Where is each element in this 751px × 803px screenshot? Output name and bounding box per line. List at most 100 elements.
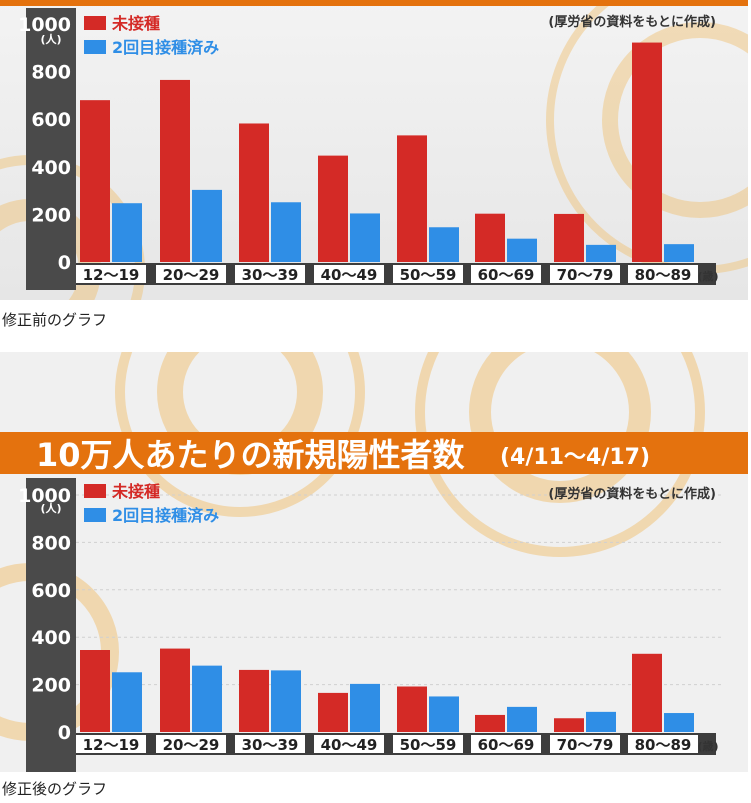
y-unit-label: (人) bbox=[40, 32, 61, 46]
chart-panel-before: 0 200 400 600 800 1000 (人) 未接種 2回目接種済み (厚労省の資料… bbox=[0, 0, 748, 300]
y-axis-band bbox=[26, 478, 76, 772]
x-tick-label: 50〜59 bbox=[400, 266, 457, 284]
x-tick-box bbox=[76, 735, 146, 753]
y-tick-label: 400 bbox=[31, 157, 71, 179]
legend-label: 2回目接種済み bbox=[112, 38, 219, 57]
caption-after: 修正後のグラフ bbox=[2, 780, 108, 798]
x-unit-label: (歳) bbox=[697, 739, 718, 753]
bar-unvaccinated bbox=[80, 649, 110, 732]
x-tick-label: 60〜69 bbox=[478, 736, 535, 754]
y-tick-label: 800 bbox=[31, 532, 71, 554]
banner-title: 10万人あたりの新規陽性者数 bbox=[36, 436, 466, 474]
source-note: (厚労省の資料をもとに作成) bbox=[548, 14, 716, 30]
bar-vaccinated bbox=[271, 202, 301, 262]
caption-before: 修正前のグラフ bbox=[2, 311, 108, 329]
x-tick-box bbox=[550, 735, 620, 753]
y-tick-label: 0 bbox=[58, 722, 71, 744]
x-tick-box bbox=[471, 265, 541, 283]
x-tick-box bbox=[156, 735, 226, 753]
x-tick-box bbox=[235, 735, 305, 753]
y-tick-label: 1000 bbox=[18, 14, 71, 36]
x-tick-label: 50〜59 bbox=[400, 736, 457, 754]
bar-vaccinated bbox=[192, 189, 222, 262]
x-tick-box bbox=[393, 265, 463, 283]
banner-period: (4/11〜4/17) bbox=[500, 445, 650, 470]
bar-vaccinated bbox=[350, 683, 380, 732]
x-unit-label: (歳) bbox=[697, 269, 718, 283]
bar-unvaccinated bbox=[80, 100, 110, 262]
y-tick-label: 1000 bbox=[18, 485, 71, 507]
x-tick-box bbox=[76, 265, 146, 283]
legend-label: 未接種 bbox=[111, 14, 160, 33]
bar-unvaccinated bbox=[554, 213, 584, 262]
x-tick-box bbox=[393, 735, 463, 753]
x-tick-box bbox=[156, 265, 226, 283]
x-tick-label: 80〜89 bbox=[635, 736, 692, 754]
x-tick-label: 12〜19 bbox=[83, 736, 140, 754]
bar-vaccinated bbox=[429, 227, 459, 262]
x-tick-label: 20〜29 bbox=[163, 736, 220, 754]
bar-unvaccinated bbox=[397, 135, 427, 262]
x-tick-label: 80〜89 bbox=[635, 266, 692, 284]
x-tick-box bbox=[628, 735, 698, 753]
x-tick-label: 30〜39 bbox=[242, 736, 299, 754]
x-tick-box bbox=[314, 265, 384, 283]
y-tick-label: 600 bbox=[31, 109, 71, 131]
bar-vaccinated bbox=[586, 244, 616, 262]
top-orange-strip bbox=[0, 0, 748, 6]
bar-unvaccinated bbox=[318, 155, 348, 262]
chart-before: 0 200 400 600 800 1000 (人) 未接種 2回目接種済み (厚労省の資料… bbox=[0, 0, 748, 300]
y-unit-label: (人) bbox=[40, 501, 61, 515]
y-axis-band bbox=[26, 8, 76, 290]
bar-vaccinated bbox=[507, 238, 537, 262]
chart-after: 10万人あたりの新規陽性者数 (4/11〜4/17) 0 200 400 600 800… bbox=[0, 352, 748, 772]
legend-swatch bbox=[84, 484, 106, 498]
source-note: (厚労省の資料をもとに作成) bbox=[548, 486, 716, 502]
bar-vaccinated bbox=[664, 713, 694, 732]
bar-unvaccinated bbox=[318, 692, 348, 732]
bar-unvaccinated bbox=[632, 42, 662, 263]
y-tick-label: 400 bbox=[31, 627, 71, 649]
bar-unvaccinated bbox=[160, 79, 190, 263]
bar-vaccinated bbox=[350, 213, 380, 262]
x-tick-label: 40〜49 bbox=[321, 736, 378, 754]
y-tick-label: 200 bbox=[31, 675, 71, 697]
x-tick-box bbox=[628, 265, 698, 283]
legend-label: 未接種 bbox=[111, 482, 160, 501]
x-tick-box bbox=[550, 265, 620, 283]
y-tick-label: 0 bbox=[58, 252, 71, 274]
bar-vaccinated bbox=[664, 244, 694, 262]
x-tick-box bbox=[314, 735, 384, 753]
x-tick-box bbox=[471, 735, 541, 753]
bar-unvaccinated bbox=[475, 714, 505, 732]
y-tick-label: 800 bbox=[31, 62, 71, 84]
bar-vaccinated bbox=[271, 670, 301, 732]
x-tick-label: 70〜79 bbox=[557, 736, 614, 754]
x-tick-label: 30〜39 bbox=[242, 266, 299, 284]
bar-unvaccinated bbox=[632, 653, 662, 732]
bar-unvaccinated bbox=[160, 648, 190, 732]
bar-unvaccinated bbox=[397, 686, 427, 732]
x-tick-label: 12〜19 bbox=[83, 266, 140, 284]
chart-panel-after: 10万人あたりの新規陽性者数 (4/11〜4/17) 0 200 400 600 800… bbox=[0, 352, 748, 772]
bar-vaccinated bbox=[429, 696, 459, 732]
legend-swatch bbox=[84, 16, 106, 30]
legend-swatch bbox=[84, 40, 106, 54]
x-tick-label: 40〜49 bbox=[321, 266, 378, 284]
x-tick-label: 60〜69 bbox=[478, 266, 535, 284]
legend-label: 2回目接種済み bbox=[112, 506, 219, 525]
x-tick-label: 20〜29 bbox=[163, 266, 220, 284]
bar-unvaccinated bbox=[239, 123, 269, 262]
x-tick-label: 70〜79 bbox=[557, 266, 614, 284]
bar-unvaccinated bbox=[475, 213, 505, 262]
bar-unvaccinated bbox=[554, 718, 584, 732]
bar-vaccinated bbox=[586, 711, 616, 732]
y-tick-label: 600 bbox=[31, 580, 71, 602]
bar-unvaccinated bbox=[239, 669, 269, 732]
bar-vaccinated bbox=[112, 672, 142, 732]
bar-vaccinated bbox=[192, 665, 222, 732]
bar-vaccinated bbox=[112, 203, 142, 262]
x-tick-box bbox=[235, 265, 305, 283]
title-banner bbox=[0, 432, 748, 474]
y-tick-label: 200 bbox=[31, 204, 71, 226]
